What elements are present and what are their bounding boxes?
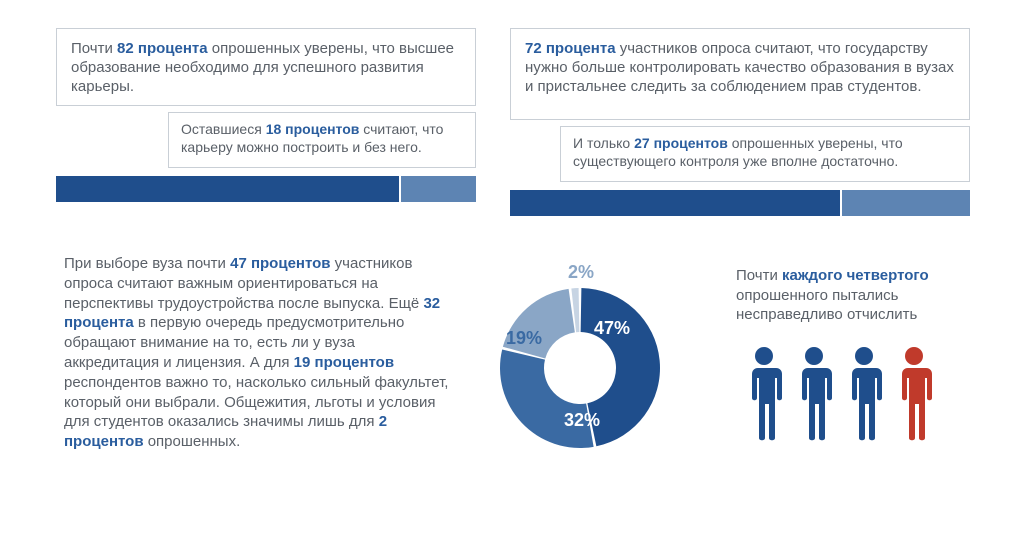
b: 27 процентов [634, 135, 728, 151]
card-career-sub: Оставшиеся 18 процентов считают, что кар… [168, 112, 476, 168]
bar-segment [56, 176, 399, 202]
bar-career [56, 176, 476, 202]
t: Оставшиеся [181, 121, 266, 137]
donut-label: 19% [506, 328, 542, 349]
b: 18 процентов [266, 121, 360, 137]
people-pictogram [742, 346, 936, 442]
card-career-sub-text: Оставшиеся 18 процентов считают, что кар… [169, 113, 475, 165]
expelled-text: Почти каждого четвертого опрошенного пыт… [736, 266, 976, 325]
bar-segment [401, 176, 476, 202]
donut-chart: 47%32%19%2% [490, 278, 670, 458]
donut-label: 47% [594, 318, 630, 339]
card-control-sub: И только 27 процентов опрошенных уверены… [560, 126, 970, 182]
b: 47 процентов [230, 255, 330, 272]
infographic-root: Почти 82 процента опрошенных уверены, чт… [0, 0, 1024, 538]
person-icon [792, 346, 836, 442]
bar-control [510, 190, 970, 216]
t: Почти [736, 267, 782, 284]
b: каждого четвертого [782, 267, 929, 284]
card-control-sub-text: И только 27 процентов опрошенных уверены… [561, 127, 969, 179]
donut-label: 2% [568, 262, 594, 283]
bar-segment [842, 190, 970, 216]
t: И только [573, 135, 634, 151]
person-icon [892, 346, 936, 442]
b: 72 процента [525, 40, 616, 57]
para-university-choice: При выборе вуза почти 47 процентов участ… [64, 254, 454, 452]
b: 82 процента [117, 40, 208, 57]
person-icon [742, 346, 786, 442]
t: Почти [71, 40, 117, 57]
card-control-text: 72 процента участников опроса считают, ч… [511, 29, 969, 103]
t: опрошенных. [144, 433, 241, 450]
card-career: Почти 82 процента опрошенных уверены, чт… [56, 28, 476, 106]
b: 19 процентов [294, 354, 394, 371]
t: респондентов важно то, насколько сильный… [64, 374, 448, 431]
t: опрошенного пытались несправедливо отчис… [736, 287, 917, 324]
bar-segment [510, 190, 840, 216]
person-icon [842, 346, 886, 442]
donut-label: 32% [564, 410, 600, 431]
card-control: 72 процента участников опроса считают, ч… [510, 28, 970, 120]
t: При выборе вуза почти [64, 255, 230, 272]
donut-slice [500, 349, 594, 448]
card-career-text: Почти 82 процента опрошенных уверены, чт… [57, 29, 475, 103]
